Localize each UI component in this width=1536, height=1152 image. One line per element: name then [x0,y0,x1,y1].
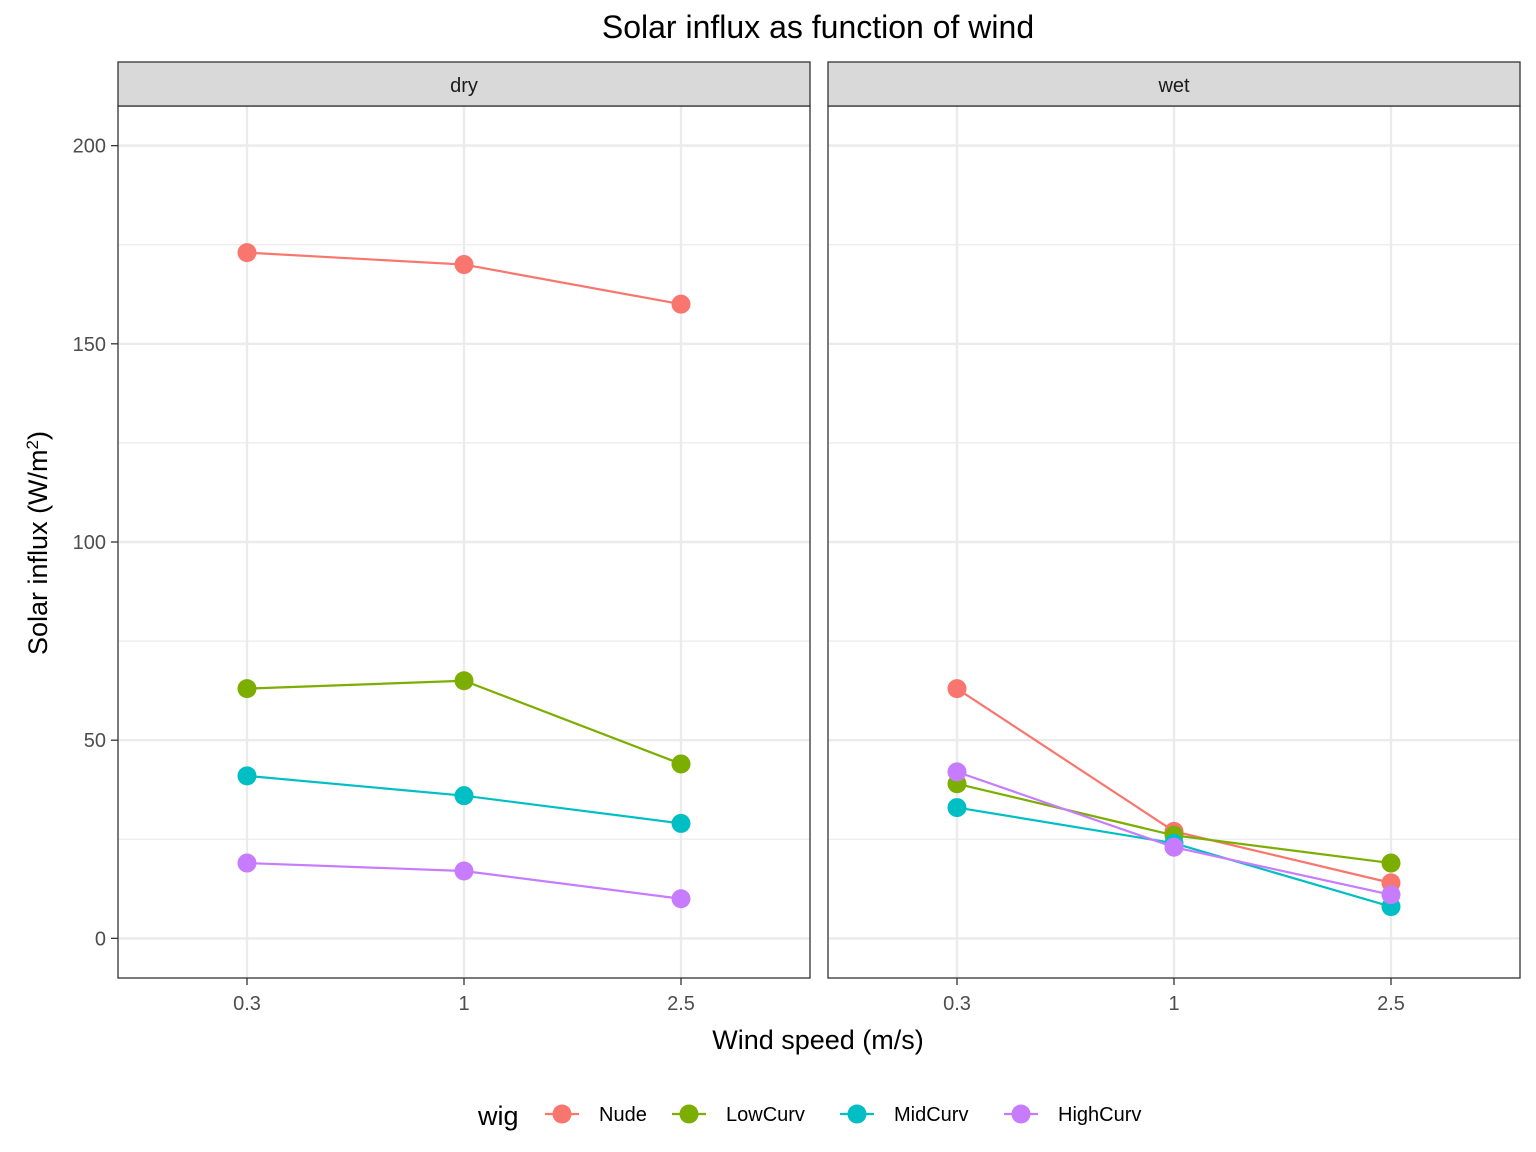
data-point [454,786,474,806]
legend-label: HighCurv [1058,1104,1141,1126]
x-tick-label: 2.5 [1377,993,1405,1015]
facet-strip-label: wet [1157,75,1190,97]
legend-label: LowCurv [726,1104,805,1126]
y-axis-title-main: Solar influx (W/m [23,449,53,655]
series-midcurv-dry [237,766,691,833]
panel-dry: dry 0.3 1 2.5 [117,61,811,1015]
data-point [671,813,691,833]
series-nude-dry [237,243,691,314]
data-point [1164,837,1184,857]
data-point [947,679,967,699]
legend-title: wig [477,1101,519,1131]
panel-wet: wet 0.3 1 2.5 [827,61,1521,1015]
y-axis-title-end: ) [23,431,53,440]
y-axis-title: Solar influx (W/m2) [23,431,54,655]
y-tick-label: 50 [84,730,106,752]
y-axis: 0 50 100 150 200 [73,136,118,950]
legend-items: Nude LowCurv MidCurv HighCurv [545,1104,1141,1126]
data-point [947,798,967,818]
legend-key-point [552,1104,572,1124]
legend-item-midcurv: MidCurv [840,1104,968,1126]
series-lowcurv-dry [237,671,691,774]
data-point [671,754,691,774]
data-point [1381,885,1401,905]
data-point [671,889,691,909]
facet-strip-label: dry [450,75,478,97]
y-tick-label: 100 [73,532,106,554]
legend-key-point [679,1104,699,1124]
y-tick-label: 200 [73,136,106,158]
legend-key-point [1011,1104,1031,1124]
data-point [237,679,257,699]
y-tick-label: 0 [95,928,106,950]
legend: wig Nude LowCurv MidCurv HighCurv [477,1101,1141,1131]
x-tick-label: 1 [1168,993,1179,1015]
data-point [237,853,257,873]
legend-key-point [847,1104,867,1124]
x-tick-label: 0.3 [943,993,971,1015]
x-tick-label: 1 [458,993,469,1015]
x-axis-title: Wind speed (m/s) [712,1025,924,1055]
series-highcurv-dry [237,853,691,909]
legend-item-lowcurv: LowCurv [672,1104,805,1126]
data-point [947,762,967,782]
series-highcurv-wet [947,762,1401,905]
x-tick-label: 0.3 [233,993,261,1015]
data-point [237,243,257,263]
data-point [237,766,257,786]
data-point [454,671,474,691]
data-point [454,861,474,881]
facet-strip [117,61,811,107]
chart-title: Solar influx as function of wind [602,9,1034,45]
y-tick-label: 150 [73,334,106,356]
legend-item-highcurv: HighCurv [1004,1104,1141,1126]
data-point [671,294,691,314]
facet-strip [827,61,1521,107]
data-point [1381,853,1401,873]
legend-label: Nude [599,1104,647,1126]
data-point [454,255,474,275]
y-axis-title-superscript: 2 [23,440,42,449]
legend-item-nude: Nude [545,1104,647,1126]
panels: dry 0.3 1 2.5 wet 0.3 1 2.5 0 50 100 150 200 [73,61,1521,1015]
legend-label: MidCurv [894,1104,968,1126]
x-tick-label: 2.5 [667,993,695,1015]
